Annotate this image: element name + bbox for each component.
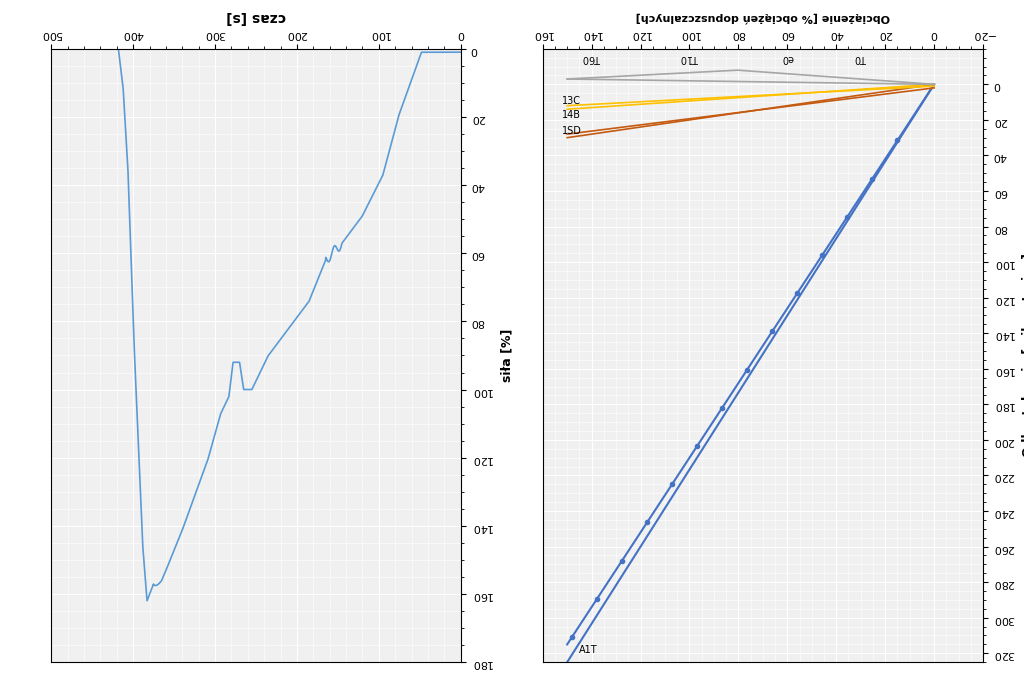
Text: A1T: A1T	[580, 645, 598, 655]
X-axis label: czas [s]: czas [s]	[226, 10, 286, 24]
Text: 13C: 13C	[562, 96, 582, 106]
Text: T10: T10	[680, 53, 698, 63]
Text: e0: e0	[781, 53, 794, 63]
Text: T0: T0	[855, 53, 866, 63]
Text: 14B: 14B	[562, 110, 582, 120]
Y-axis label: Odkształcenia [mikrostrainy]: Odkształcenia [mikrostrainy]	[1022, 254, 1024, 457]
Text: T60: T60	[583, 53, 601, 63]
Y-axis label: siła [%]: siła [%]	[500, 329, 513, 382]
X-axis label: Obciążenie [% obciążeń dopuszczalnych]: Obciążenie [% obciążeń dopuszczalnych]	[636, 13, 890, 23]
Text: 1SD: 1SD	[562, 126, 583, 136]
